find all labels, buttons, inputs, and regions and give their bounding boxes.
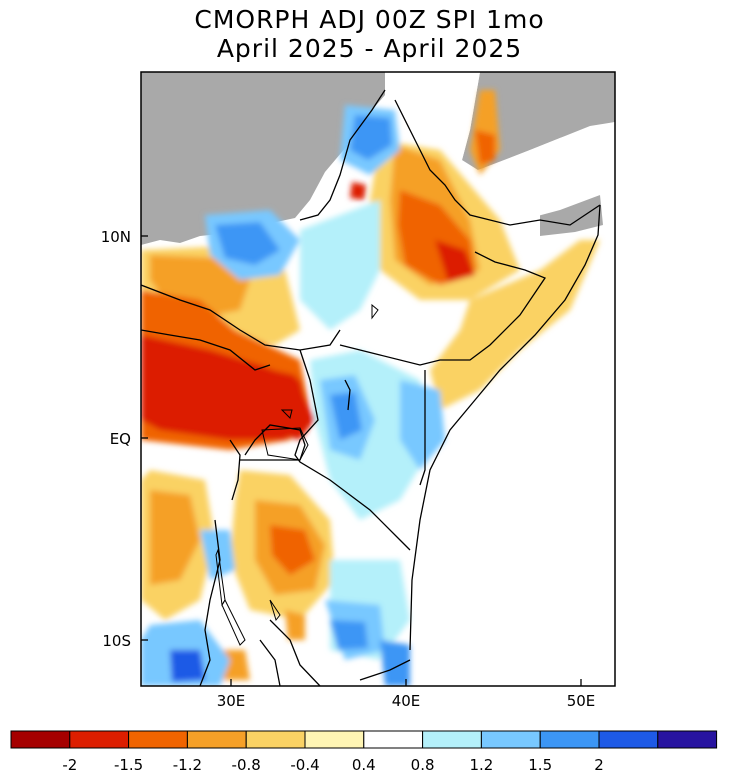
ocean bbox=[385, 72, 615, 686]
legend-swatch bbox=[10, 730, 71, 749]
legend-label: 0.8 bbox=[411, 756, 435, 774]
color-legend-labels: -2 -1.5 -1.2 -0.8 -0.4 0.4 0.8 1.2 1.5 2 bbox=[62, 756, 603, 774]
color-legend bbox=[10, 730, 718, 749]
map-field bbox=[141, 72, 615, 686]
lakes bbox=[215, 303, 379, 646]
legend-swatch bbox=[598, 730, 659, 749]
legend-swatch bbox=[422, 730, 482, 749]
legend-label: -0.4 bbox=[290, 756, 319, 774]
legend-swatch bbox=[539, 730, 600, 749]
legend-label: 0.4 bbox=[352, 756, 376, 774]
legend-label: -2 bbox=[62, 756, 77, 774]
spi-field bbox=[141, 90, 600, 686]
lon-label-30e: 30E bbox=[217, 692, 246, 710]
map-period: April 2025 - April 2025 bbox=[216, 34, 523, 63]
legend-label: 2 bbox=[594, 756, 604, 774]
legend-swatch bbox=[480, 730, 541, 749]
legend-label: -1.2 bbox=[173, 756, 202, 774]
lat-label-10s: 10S bbox=[102, 632, 131, 650]
lon-label-40e: 40E bbox=[392, 692, 421, 710]
legend-swatch bbox=[363, 730, 424, 749]
legend-label: 1.2 bbox=[469, 756, 493, 774]
legend-swatch bbox=[657, 730, 718, 749]
map-frame bbox=[140, 71, 616, 687]
legend-swatch bbox=[245, 730, 306, 749]
map-title: CMORPH ADJ 00Z SPI 1mo bbox=[194, 5, 545, 34]
lat-label-10n: 10N bbox=[101, 228, 131, 246]
legend-swatch bbox=[128, 730, 188, 749]
legend-label: -0.8 bbox=[232, 756, 261, 774]
lat-label-eq: EQ bbox=[110, 430, 131, 448]
tick-marks bbox=[141, 235, 582, 686]
borders bbox=[141, 89, 601, 686]
legend-swatch bbox=[304, 730, 365, 749]
lon-label-50e: 50E bbox=[567, 692, 596, 710]
legend-swatch bbox=[186, 730, 247, 749]
no-data-mask bbox=[141, 72, 615, 245]
legend-swatch bbox=[69, 730, 130, 749]
legend-label: -1.5 bbox=[114, 756, 143, 774]
legend-label: 1.5 bbox=[528, 756, 552, 774]
